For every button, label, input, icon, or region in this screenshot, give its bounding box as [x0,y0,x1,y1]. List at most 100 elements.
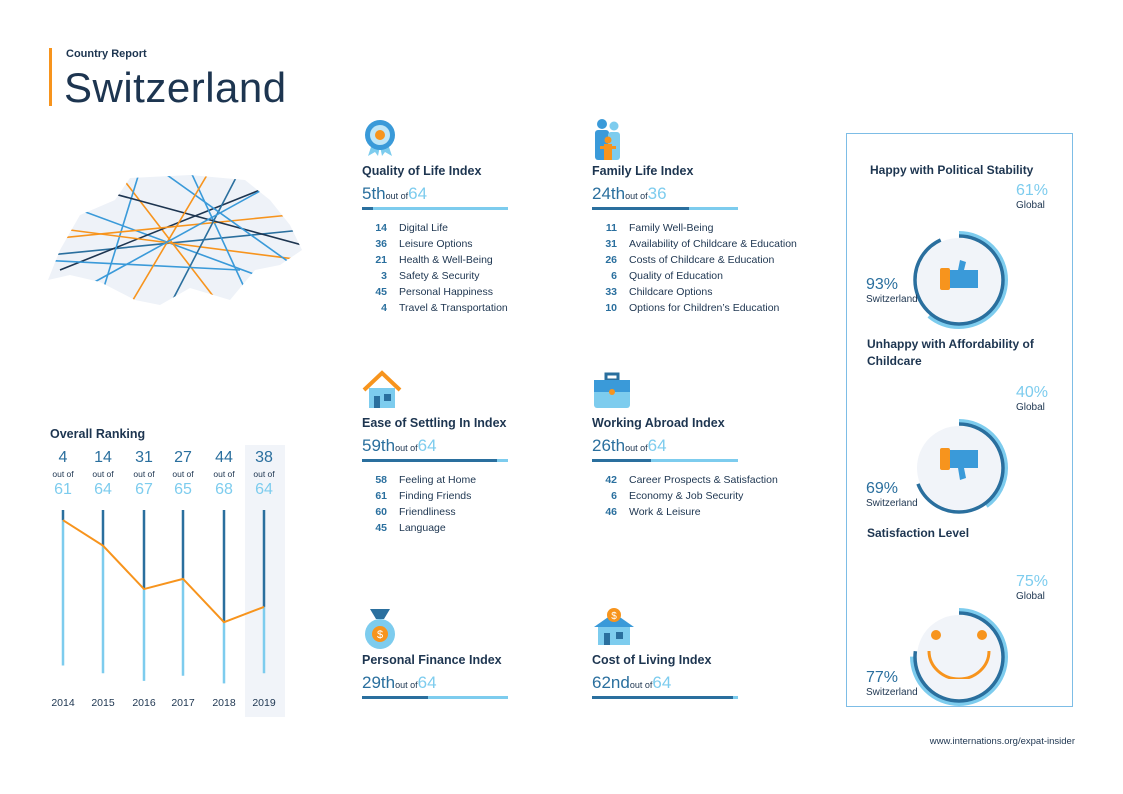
sub-index-item: 61 Finding Friends [362,488,577,504]
sub-index-rank: 33 [605,286,617,298]
index-ease-of-settling-in-index: Ease of Settling In Index 59thout of64 5… [362,370,577,536]
total: 64 [652,673,672,692]
global-stat: 40% Global [1016,384,1048,413]
sub-index-rank: 4 [381,302,387,314]
global-label: Global [1016,200,1045,211]
rank-value: 4 [58,449,68,466]
total-value: 65 [174,481,192,498]
out-of-label: out of [172,469,194,479]
country-percent: 69% [866,480,899,497]
total-value: 64 [94,481,112,498]
total: 36 [647,184,667,203]
rank: 24th [592,184,626,203]
thumbs-down-icon [940,448,980,487]
footer-url[interactable]: www.internations.org/expat-insider [929,736,1075,747]
total: 64 [408,184,428,203]
out-of-label: out of [92,469,114,479]
out-of: out of [629,680,653,690]
index-title: Personal Finance Index [362,653,502,667]
sub-index-item: 11 Family Well-Being [592,220,807,236]
total-value: 67 [135,481,153,498]
sub-index-label: Language [399,522,446,534]
survey-item-1: Happy with Political Stability 61% Global… [846,160,1073,340]
sub-index-label: Childcare Options [629,286,713,298]
total: 64 [417,436,437,455]
sub-index-label: Quality of Education [629,270,723,282]
global-ring [910,419,1008,517]
sub-index-label: Travel & Transportation [399,302,508,314]
out-of: out of [395,680,418,690]
index-family-life-index: Family Life Index 24thout of36 11 Family … [592,118,807,316]
smiley-icon [924,629,994,684]
sub-index-rank: 14 [375,222,387,234]
year-label: 2019 [252,697,276,709]
sub-index-rank: 6 [611,270,617,282]
svg-text:$: $ [611,611,617,622]
sub-index-label: Work & Leisure [629,506,701,518]
medal-icon [362,118,577,160]
sub-index-item: 31 Availability of Childcare & Education [592,236,807,252]
global-percent: 61% [1016,182,1049,199]
sub-index-rank: 10 [605,302,617,314]
survey-item-2: Unhappy with Affordability of Childcare … [846,337,1073,528]
country-ring [913,611,1005,703]
global-ring [910,608,1008,706]
sub-index-label: Digital Life [399,222,449,234]
total-value: 61 [54,481,72,498]
sub-index-item: 14 Digital Life [362,220,577,236]
sub-index-label: Costs of Childcare & Education [629,254,775,266]
country-ring [913,234,1005,326]
sub-index-rank: 6 [611,490,617,502]
rank-bar-fill [362,459,497,462]
sub-index-item: 6 Economy & Job Security [592,488,807,504]
sub-index-rank: 3 [381,270,387,282]
sub-index-rank: 45 [375,286,387,298]
out-of: out of [395,443,418,453]
ranking-trend-line [62,519,265,624]
rank: 5th [362,184,386,203]
sub-index-label: Finding Friends [399,490,472,502]
sub-index-item: 3 Safety & Security [362,268,577,284]
sub-index-item: 36 Leisure Options [362,236,577,252]
index-title: Quality of Life Index [362,164,482,178]
index-title: Family Life Index [592,164,694,178]
sub-index-label: Health & Well-Being [399,254,493,266]
rank-value: 38 [255,449,273,466]
country-label: Switzerland [866,498,918,509]
sub-index-label: Leisure Options [399,238,473,250]
country-ring [913,422,1005,514]
out-of-label: out of [52,469,74,479]
house-dollar-icon: $ [592,607,807,649]
sub-index-rank: 46 [605,506,617,518]
sub-index-label: Career Prospects & Satisfaction [629,474,778,486]
ranking-year-2017: 27 out of 65 [163,449,203,499]
sub-index-item: 4 Travel & Transportation [362,300,577,316]
global-percent: 75% [1016,573,1049,590]
sub-index-item: 45 Personal Happiness [362,284,577,300]
total-value: 64 [255,481,273,498]
sub-index-label: Availability of Childcare & Education [629,238,797,250]
global-label: Global [1016,402,1045,413]
global-ring [910,231,1008,329]
rank-value: 27 [174,449,192,466]
rank-bar-fill [592,207,690,210]
sub-index-item: 6 Quality of Education [592,268,807,284]
accent-bar [49,48,52,106]
total: 64 [417,673,437,692]
global-stat: 75% Global [1016,573,1048,602]
sub-index-rank: 42 [605,474,617,486]
index-rank: 26thout of64 [592,436,807,456]
sub-index-item: 60 Friendliness [362,504,577,520]
rank-bar [362,207,508,210]
out-of: out of [625,191,648,201]
ranking-year-2018: 44 out of 68 [204,449,244,499]
out-of: out of [385,191,409,201]
index-working-abroad-index: Working Abroad Index 26thout of64 42 Care… [592,370,807,520]
sub-index-item: 42 Career Prospects & Satisfaction [592,472,807,488]
sub-index-rank: 31 [605,238,617,250]
rank-bar [592,207,738,210]
rank-value: 44 [215,449,233,466]
sub-index-rank: 45 [375,522,387,534]
index-rank: 59thout of64 [362,436,577,456]
rank-value: 31 [135,449,153,466]
